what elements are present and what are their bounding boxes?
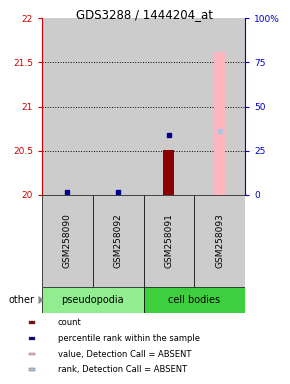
Text: GDS3288 / 1444204_at: GDS3288 / 1444204_at xyxy=(77,8,213,21)
Bar xyxy=(93,18,144,195)
Bar xyxy=(42,195,93,287)
Bar xyxy=(29,321,35,324)
Bar xyxy=(144,18,194,195)
Text: other: other xyxy=(8,295,34,305)
Bar xyxy=(93,195,144,287)
Bar xyxy=(144,287,245,313)
Text: value, Detection Call = ABSENT: value, Detection Call = ABSENT xyxy=(58,349,191,359)
Bar xyxy=(29,353,35,356)
Polygon shape xyxy=(39,296,44,304)
Bar xyxy=(29,337,35,339)
Bar xyxy=(42,18,93,195)
Bar xyxy=(29,368,35,371)
Text: count: count xyxy=(58,318,82,327)
Text: GSM258093: GSM258093 xyxy=(215,214,224,268)
Text: pseudopodia: pseudopodia xyxy=(61,295,124,305)
Text: GSM258091: GSM258091 xyxy=(164,214,173,268)
Bar xyxy=(194,195,245,287)
Text: GSM258092: GSM258092 xyxy=(114,214,123,268)
Bar xyxy=(163,150,175,195)
Text: percentile rank within the sample: percentile rank within the sample xyxy=(58,334,200,343)
Text: GSM258090: GSM258090 xyxy=(63,214,72,268)
Text: rank, Detection Call = ABSENT: rank, Detection Call = ABSENT xyxy=(58,365,187,374)
Bar xyxy=(214,51,225,195)
Bar xyxy=(144,195,194,287)
Bar xyxy=(42,287,144,313)
Text: cell bodies: cell bodies xyxy=(168,295,220,305)
Bar xyxy=(194,18,245,195)
